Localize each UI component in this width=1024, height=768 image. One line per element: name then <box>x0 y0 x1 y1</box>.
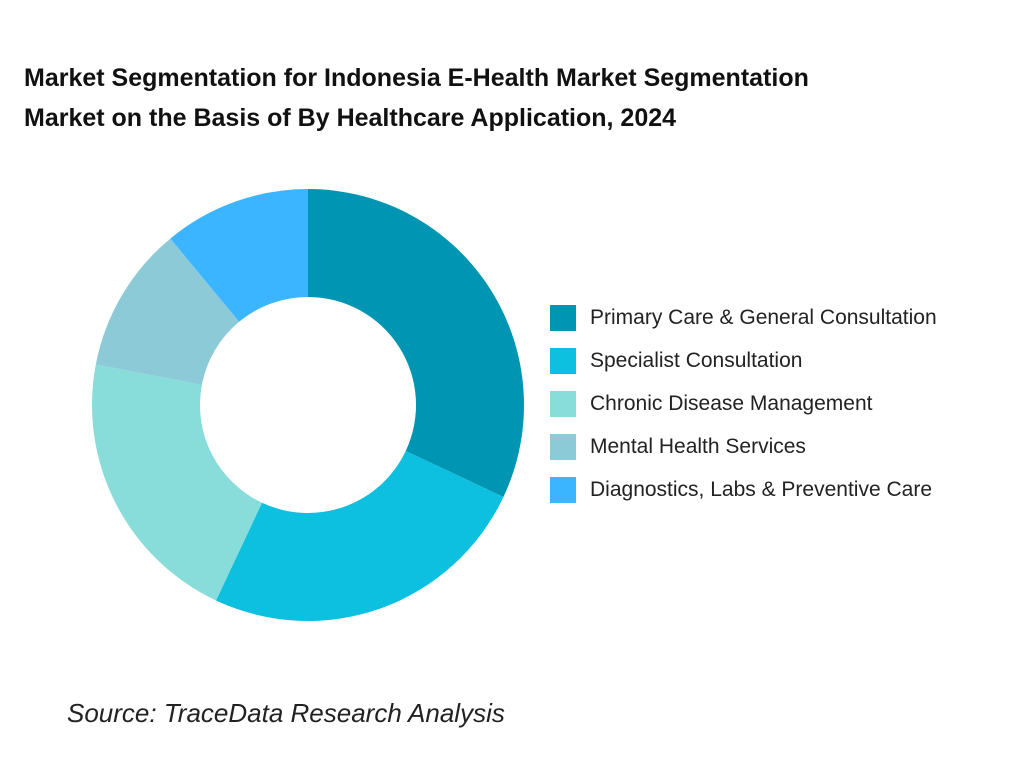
source-note: Source: TraceData Research Analysis <box>67 698 505 728</box>
donut-slice-specialist <box>216 450 504 621</box>
legend-swatch <box>550 390 576 417</box>
donut-slice-primary-care <box>308 189 524 497</box>
legend-swatch <box>550 433 576 460</box>
legend-item-chronic: Chronic Disease Management <box>550 382 937 425</box>
legend-swatch <box>550 347 576 374</box>
chart-legend: Primary Care & General Consultation Spec… <box>550 296 937 511</box>
legend-swatch <box>550 304 576 331</box>
donut-slice-mental-health <box>95 238 240 385</box>
legend-label: Specialist Consultation <box>590 348 803 372</box>
donut-chart <box>92 189 524 621</box>
chart-title-line-1: Market Segmentation for Indonesia E-Heal… <box>24 64 809 92</box>
donut-slice-chronic <box>92 364 263 601</box>
legend-item-specialist: Specialist Consultation <box>550 339 937 382</box>
legend-label: Mental Health Services <box>590 434 806 458</box>
legend-item-diagnostics: Diagnostics, Labs & Preventive Care <box>550 468 937 511</box>
chart-title: Market Segmentation for Indonesia E-Heal… <box>24 58 1004 138</box>
legend-label: Diagnostics, Labs & Preventive Care <box>590 477 932 501</box>
chart-title-line-2: Market on the Basis of By Healthcare App… <box>24 104 677 132</box>
legend-label: Primary Care & General Consultation <box>590 305 937 329</box>
donut-slice-diagnostics <box>170 189 308 322</box>
legend-item-mental-health: Mental Health Services <box>550 425 937 468</box>
legend-swatch <box>550 476 576 503</box>
legend-label: Chronic Disease Management <box>590 391 873 415</box>
legend-item-primary-care: Primary Care & General Consultation <box>550 296 937 339</box>
